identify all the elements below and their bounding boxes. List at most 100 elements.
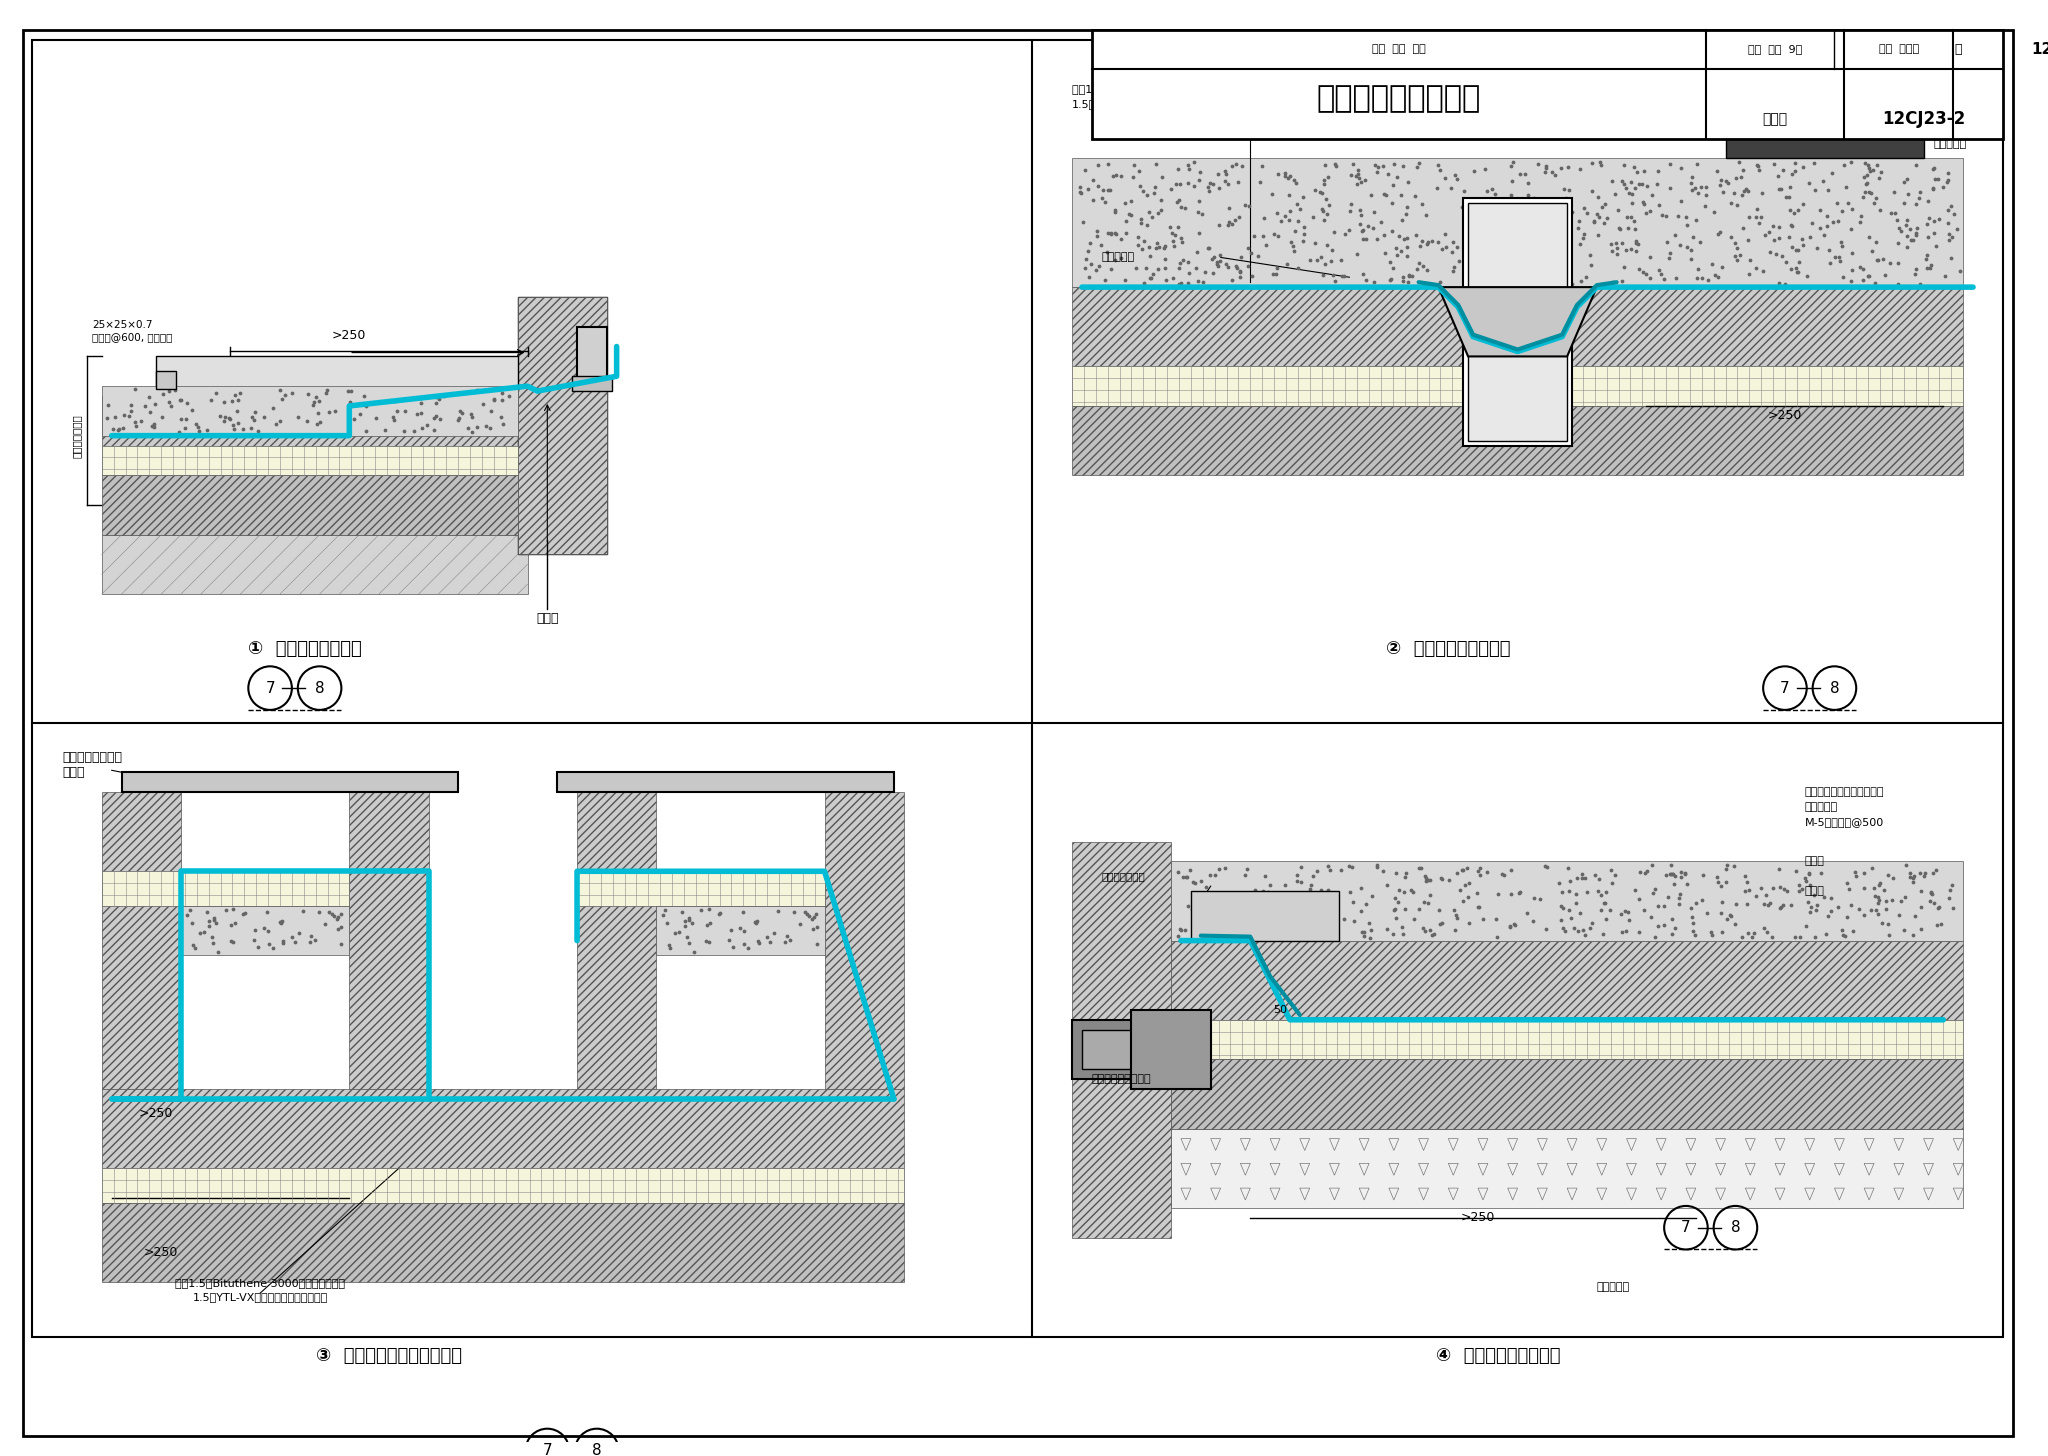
- Point: [676, 911, 709, 935]
- Point: [1337, 909, 1370, 932]
- Point: [1452, 871, 1485, 894]
- Point: [1108, 191, 1141, 214]
- Point: [1866, 911, 1898, 935]
- Point: [1409, 869, 1442, 893]
- Point: [1464, 863, 1497, 887]
- Point: [1200, 253, 1233, 277]
- Point: [256, 396, 289, 419]
- Point: [1780, 261, 1812, 284]
- Point: [727, 933, 760, 957]
- Point: [1634, 245, 1667, 268]
- Point: [668, 914, 700, 938]
- Point: [1085, 186, 1118, 210]
- Point: [485, 381, 518, 405]
- Point: [1296, 863, 1329, 887]
- Point: [152, 390, 184, 414]
- Point: [784, 913, 817, 936]
- Point: [1391, 227, 1423, 250]
- Point: [291, 409, 324, 432]
- Point: [1866, 160, 1898, 183]
- Bar: [1071, 406, 1964, 475]
- Point: [334, 392, 367, 415]
- Point: [334, 390, 367, 414]
- Point: [1284, 885, 1317, 909]
- Point: [1913, 890, 1946, 913]
- Point: [295, 925, 328, 948]
- Point: [164, 421, 197, 444]
- Point: [1286, 900, 1319, 923]
- Point: [483, 406, 516, 430]
- Point: [1118, 153, 1151, 176]
- Point: [1163, 272, 1196, 296]
- Point: [1915, 882, 1948, 906]
- Point: [1921, 167, 1954, 191]
- Point: [1784, 925, 1817, 948]
- Point: [1147, 237, 1180, 261]
- Point: [1284, 198, 1317, 221]
- Point: [1219, 208, 1251, 232]
- Point: [1794, 226, 1827, 249]
- Point: [1182, 884, 1214, 907]
- Point: [1823, 210, 1855, 233]
- Point: [1208, 159, 1241, 182]
- Text: 页: 页: [1954, 44, 1962, 55]
- Point: [1247, 879, 1280, 903]
- Point: [1182, 269, 1214, 293]
- Point: [176, 911, 209, 935]
- Point: [1204, 243, 1237, 266]
- Point: [1268, 162, 1300, 185]
- Point: [1161, 189, 1194, 213]
- Point: [1659, 865, 1692, 888]
- Point: [795, 907, 827, 930]
- Point: [1630, 859, 1663, 882]
- Point: [1675, 239, 1708, 262]
- Point: [1311, 188, 1343, 211]
- Point: [1776, 214, 1808, 237]
- Point: [1145, 198, 1178, 221]
- Point: [1913, 207, 1946, 230]
- Point: [1890, 167, 1923, 191]
- Point: [1821, 192, 1853, 215]
- Point: [1741, 197, 1774, 220]
- Text: 嵌缝膏密封: 嵌缝膏密封: [1933, 138, 1966, 149]
- Point: [1212, 256, 1245, 280]
- Point: [1569, 866, 1602, 890]
- Point: [1249, 233, 1282, 256]
- Point: [1763, 271, 1796, 294]
- Point: [1618, 218, 1651, 242]
- Point: [1378, 907, 1411, 930]
- Point: [1171, 153, 1204, 176]
- Point: [1620, 232, 1653, 255]
- Point: [1202, 858, 1235, 881]
- Point: [340, 393, 373, 416]
- Text: 与水落口弯头配套胀管螺丝: 与水落口弯头配套胀管螺丝: [1804, 788, 1884, 796]
- Point: [1589, 881, 1622, 904]
- Point: [1360, 227, 1393, 250]
- Point: [1690, 175, 1722, 198]
- Point: [1909, 862, 1942, 885]
- Point: [1505, 227, 1538, 250]
- Point: [1497, 189, 1530, 213]
- Point: [1169, 865, 1202, 888]
- Point: [1606, 269, 1638, 293]
- Point: [301, 412, 334, 435]
- Point: [1733, 229, 1765, 252]
- Point: [1731, 871, 1763, 894]
- Point: [266, 929, 299, 952]
- Point: [1647, 266, 1679, 290]
- Point: [1782, 874, 1815, 897]
- Point: [1831, 175, 1864, 198]
- Point: [1626, 261, 1659, 284]
- Point: [1288, 223, 1321, 246]
- Point: [1473, 256, 1505, 280]
- Point: [203, 403, 236, 427]
- Point: [121, 415, 154, 438]
- Point: [1540, 188, 1573, 211]
- Point: [1581, 185, 1614, 208]
- Point: [1442, 906, 1475, 929]
- Point: [494, 384, 526, 408]
- Point: [672, 930, 705, 954]
- Point: [1911, 213, 1944, 236]
- Point: [1516, 910, 1548, 933]
- Point: [1552, 879, 1585, 903]
